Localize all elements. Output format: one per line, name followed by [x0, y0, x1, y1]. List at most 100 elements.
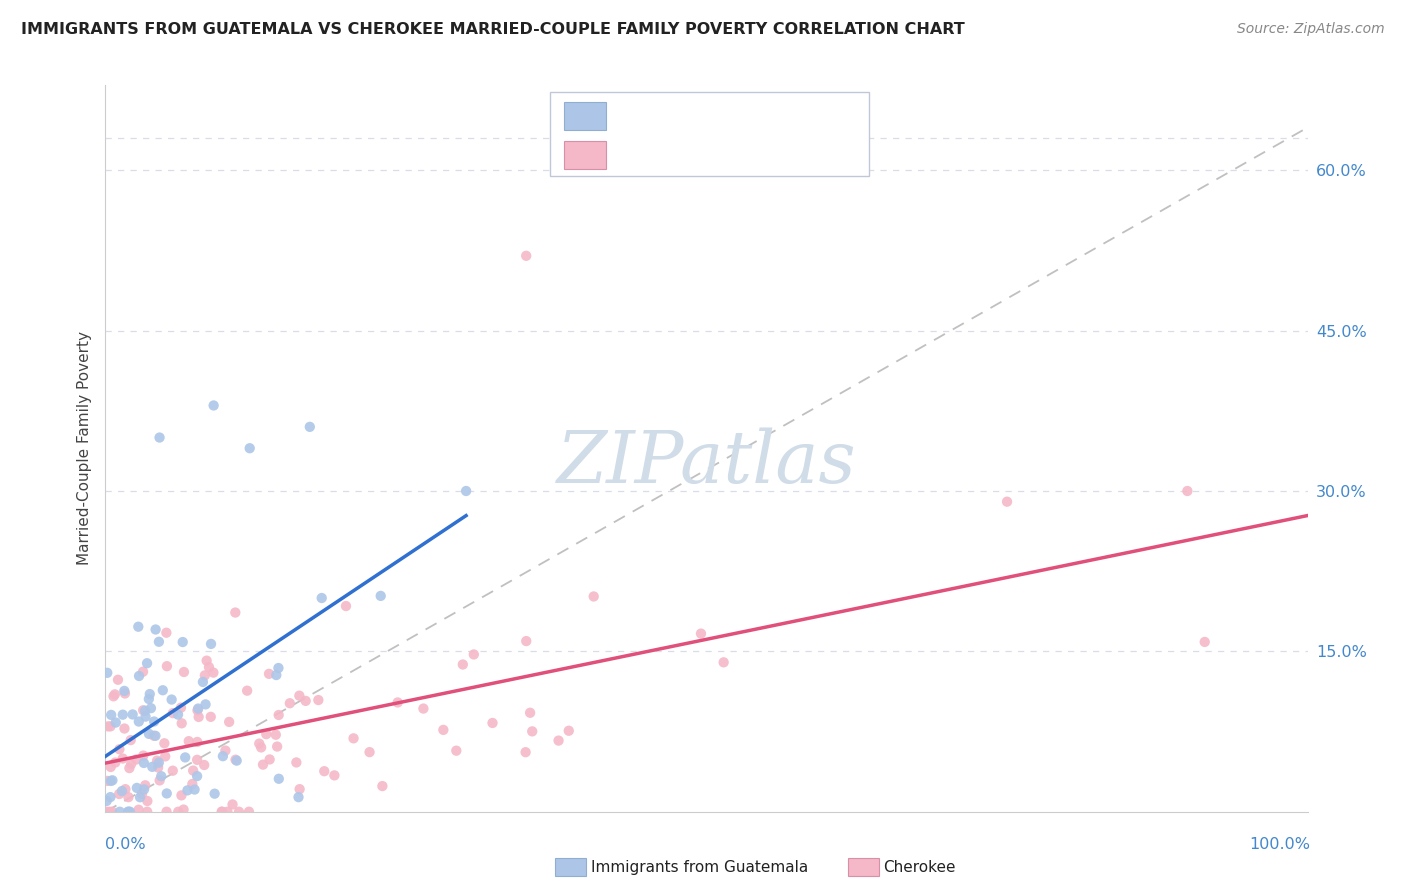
Text: 0.411: 0.411 — [652, 146, 706, 164]
Point — [128, 669, 150, 683]
Text: IMMIGRANTS FROM GUATEMALA VS CHEROKEE MARRIED-COUPLE FAMILY POVERTY CORRELATION : IMMIGRANTS FROM GUATEMALA VS CHEROKEE MA… — [21, 22, 965, 37]
Point — [107, 673, 129, 687]
Point — [117, 790, 139, 805]
Point — [132, 665, 155, 679]
Point — [170, 716, 193, 731]
Point — [228, 805, 250, 819]
Point — [127, 620, 149, 634]
Point — [170, 700, 193, 714]
Point — [156, 787, 179, 801]
Point — [136, 657, 159, 671]
Point — [582, 590, 605, 604]
Point — [149, 773, 172, 788]
Point — [96, 805, 118, 819]
Point — [1194, 635, 1216, 649]
Point — [143, 714, 166, 729]
Point — [259, 752, 281, 766]
Point — [202, 665, 225, 680]
Point — [174, 750, 197, 764]
Point — [132, 703, 155, 717]
Point — [152, 683, 174, 698]
Point — [387, 695, 409, 709]
Point — [307, 693, 329, 707]
Point — [713, 656, 735, 670]
Point — [167, 805, 190, 819]
Point — [136, 794, 159, 808]
Point — [145, 623, 167, 637]
Point — [547, 733, 569, 747]
Point — [323, 768, 346, 782]
Point — [515, 249, 537, 263]
Point — [522, 724, 544, 739]
Point — [177, 734, 200, 748]
Point — [371, 779, 394, 793]
Point — [202, 399, 225, 413]
Point — [155, 805, 177, 819]
Point — [138, 727, 160, 741]
Text: R =: R = — [617, 146, 659, 164]
Point — [139, 687, 162, 701]
Point — [172, 635, 194, 649]
Point — [186, 753, 208, 767]
Point — [146, 754, 169, 768]
Point — [146, 760, 169, 774]
Point — [97, 719, 120, 733]
Point — [120, 757, 142, 772]
Point — [515, 745, 537, 759]
Point — [198, 660, 221, 674]
Point — [145, 729, 167, 743]
Point — [446, 744, 468, 758]
Point — [195, 654, 218, 668]
Point — [118, 761, 141, 775]
Point — [96, 794, 118, 808]
Point — [186, 735, 208, 749]
Point — [359, 745, 381, 759]
Point — [264, 728, 287, 742]
Text: R =: R = — [617, 107, 654, 125]
Point — [156, 659, 179, 673]
Point — [100, 719, 122, 733]
Point — [287, 790, 309, 805]
Point — [101, 773, 124, 788]
Text: 0.562: 0.562 — [652, 107, 706, 125]
Point — [108, 742, 131, 756]
Text: 63: 63 — [754, 107, 778, 125]
Point — [108, 805, 131, 819]
Text: 100.0%: 100.0% — [1250, 838, 1310, 852]
Point — [218, 714, 240, 729]
Text: 112: 112 — [754, 146, 789, 164]
Point — [103, 690, 125, 704]
Point — [288, 689, 311, 703]
Point — [250, 740, 273, 755]
Point — [211, 805, 233, 819]
Point — [100, 773, 122, 788]
Point — [214, 743, 236, 757]
Point — [191, 675, 214, 690]
Point — [239, 442, 262, 456]
Point — [96, 665, 118, 680]
Point — [100, 760, 122, 774]
Point — [129, 790, 152, 805]
Text: N =: N = — [710, 107, 758, 125]
Point — [104, 687, 127, 701]
Point — [515, 634, 537, 648]
Point — [118, 805, 141, 819]
Point — [131, 787, 153, 801]
Point — [186, 769, 208, 783]
Point — [298, 420, 321, 434]
Point — [690, 626, 713, 640]
Point — [100, 707, 122, 722]
Point — [370, 589, 392, 603]
Point — [451, 657, 474, 672]
Point — [111, 784, 134, 798]
Point — [432, 723, 454, 737]
Point — [132, 756, 155, 770]
Point — [519, 706, 541, 720]
Point — [187, 701, 209, 715]
Point — [217, 805, 239, 819]
Point — [132, 782, 155, 797]
Point — [225, 753, 247, 767]
Point — [267, 708, 290, 723]
Point — [454, 483, 477, 498]
Point — [247, 737, 270, 751]
